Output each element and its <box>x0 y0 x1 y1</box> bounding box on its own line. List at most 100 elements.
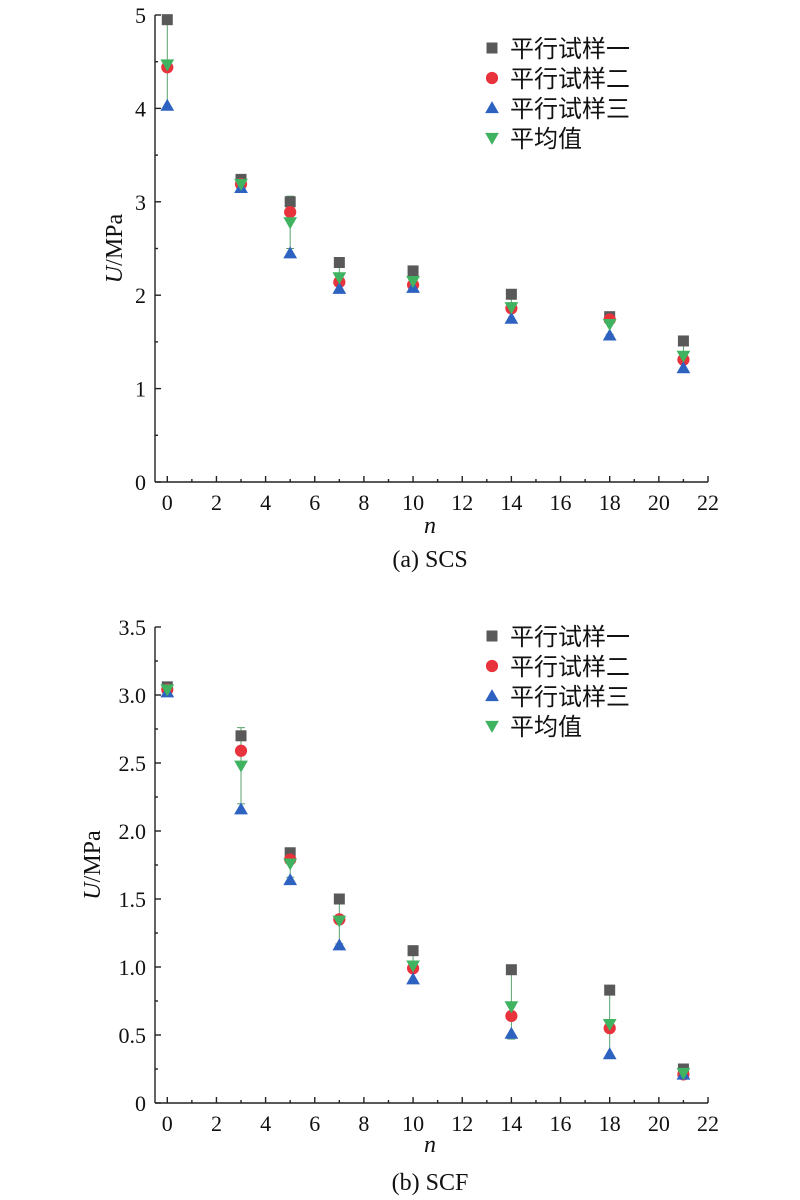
y-tick-label: 2 <box>135 283 146 308</box>
data-point <box>160 684 175 697</box>
x-axis-title: n <box>424 513 436 539</box>
data-point <box>283 217 298 230</box>
y-tick-label: 1.5 <box>119 887 147 912</box>
data-point <box>283 873 298 886</box>
data-point <box>676 1067 691 1080</box>
y-tick-label: 1 <box>135 377 146 402</box>
legend-marker <box>485 71 499 85</box>
data-point <box>160 59 175 72</box>
legend-label: 平行试样一 <box>510 35 630 63</box>
x-tick-label: 6 <box>309 490 320 515</box>
x-tick-label: 6 <box>309 1111 320 1136</box>
data-point <box>677 335 689 347</box>
data-point <box>504 302 519 315</box>
x-tick-label: 18 <box>599 1111 621 1136</box>
x-tick-label: 16 <box>550 1111 572 1136</box>
legend-label: 平行试样二 <box>510 653 630 681</box>
data-point <box>160 98 175 111</box>
data-point <box>283 246 298 259</box>
x-tick-label: 2 <box>211 1111 222 1136</box>
chart-caption: (b) SCF <box>392 1170 469 1196</box>
x-tick-label: 20 <box>648 490 670 515</box>
data-point <box>407 265 419 277</box>
data-point <box>604 984 616 996</box>
x-tick-label: 14 <box>500 490 522 515</box>
x-tick-label: 0 <box>162 1111 173 1136</box>
x-tick-label: 16 <box>550 490 572 515</box>
data-point <box>676 361 691 374</box>
chart-caption: (a) SCS <box>392 547 467 573</box>
x-tick-label: 14 <box>500 1111 522 1136</box>
data-point <box>234 760 248 773</box>
x-axis-title: n <box>424 1132 436 1158</box>
x-tick-label: 12 <box>451 490 473 515</box>
legend-label: 平行试样一 <box>510 623 630 651</box>
data-point <box>676 350 691 363</box>
series-3 <box>160 685 691 1080</box>
x-tick-label: 4 <box>260 490 271 515</box>
chart-panel-b: 0 2 4 6 8 10 12 14 16 18 20 22 0 0.5 1.0 1.5 2.0 2.5 3.0 3.… <box>80 615 719 1196</box>
y-tick-label: 1.0 <box>119 955 147 980</box>
data-point <box>332 938 347 951</box>
legend-label: 平均值 <box>510 713 582 741</box>
x-tick-label: 10 <box>402 490 424 515</box>
legend-label: 平行试样二 <box>510 65 630 93</box>
x-tick-label: 22 <box>697 1111 719 1136</box>
data-point <box>407 945 419 957</box>
data-point <box>505 1009 518 1023</box>
data-point <box>504 1001 519 1014</box>
x-tick-label: 8 <box>358 490 369 515</box>
data-point <box>602 328 617 341</box>
data-point <box>234 744 248 757</box>
y-tick-label: 0 <box>135 1091 146 1116</box>
data-point <box>234 178 248 191</box>
data-point <box>161 14 173 26</box>
data-point <box>284 196 296 208</box>
x-tick-label: 12 <box>451 1111 473 1136</box>
y-tick-label: 3.0 <box>119 683 147 708</box>
data-point <box>602 318 617 332</box>
data-point <box>406 972 420 985</box>
data-point <box>332 915 347 928</box>
y-axis-title: U/MPa <box>80 830 106 900</box>
data-point <box>333 257 345 269</box>
legend-label: 平行试样三 <box>510 683 630 711</box>
legend-marker <box>485 101 499 114</box>
data-point <box>234 802 248 815</box>
y-tick-label: 3.5 <box>119 615 147 640</box>
y-axis-title: U/MPa <box>102 213 128 283</box>
y-tick-label: 2.5 <box>119 751 147 776</box>
x-tick-label: 4 <box>260 1111 271 1136</box>
y-tick-label: 0 <box>135 470 146 495</box>
legend-marker <box>486 42 498 54</box>
legend-marker <box>485 689 499 702</box>
data-point <box>284 847 296 859</box>
series-3 <box>160 98 691 374</box>
data-point <box>504 1026 519 1039</box>
x-tick-label: 22 <box>697 490 719 515</box>
y-tick-label: 5 <box>135 3 146 28</box>
legend-marker <box>485 659 499 673</box>
data-point <box>406 276 420 289</box>
data-point <box>332 272 347 285</box>
x-tick-label: 2 <box>211 490 222 515</box>
series-4 <box>160 684 691 1080</box>
data-point <box>406 960 420 973</box>
legend-label: 平均值 <box>510 125 582 153</box>
data-point <box>504 311 519 324</box>
legend-marker <box>486 630 498 642</box>
x-tick-label: 8 <box>358 1111 369 1136</box>
x-tick-label: 10 <box>402 1111 424 1136</box>
data-point <box>332 281 347 294</box>
legend-label: 平行试样三 <box>510 95 630 123</box>
y-tick-label: 0.5 <box>119 1023 147 1048</box>
data-point <box>602 1047 617 1060</box>
legend-marker <box>485 132 499 145</box>
series-4 <box>160 59 691 363</box>
legend-marker <box>485 720 499 733</box>
data-point <box>235 730 247 742</box>
data-point <box>333 893 345 905</box>
y-tick-label: 4 <box>135 96 146 121</box>
